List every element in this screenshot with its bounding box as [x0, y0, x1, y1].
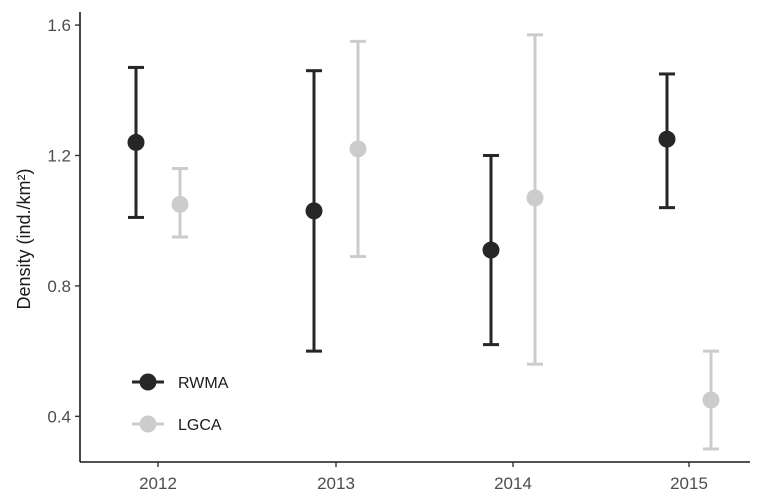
data-point — [127, 133, 145, 151]
legend-label: LGCA — [178, 417, 222, 434]
data-point — [305, 202, 323, 220]
legend-label: RWMA — [178, 375, 229, 392]
legend-key-marker — [139, 373, 157, 391]
data-point — [349, 140, 367, 158]
y-tick-label: 1.2 — [47, 146, 71, 165]
y-tick-label: 0.8 — [47, 277, 71, 296]
x-tick-label: 2012 — [139, 474, 177, 493]
y-tick-label: 1.6 — [47, 16, 71, 35]
legend-item-lgca: LGCA — [132, 415, 222, 434]
x-tick-label: 2015 — [670, 474, 708, 493]
legend: RWMA LGCA — [132, 373, 229, 434]
data-point — [526, 189, 544, 207]
series-rwma — [127, 65, 676, 353]
x-tick-label: 2013 — [317, 474, 355, 493]
data-point — [702, 391, 720, 409]
legend-key-marker — [139, 415, 157, 433]
series-lgca — [171, 33, 720, 451]
legend-item-rwma: RWMA — [132, 373, 229, 392]
y-axis-title: Density (ind./km²) — [14, 168, 34, 309]
data-point — [171, 195, 189, 213]
data-point — [658, 130, 676, 148]
y-tick-label: 0.4 — [47, 407, 71, 426]
x-tick-label: 2014 — [494, 474, 532, 493]
data-point — [482, 241, 500, 259]
plot-area — [127, 33, 720, 451]
axes: 0.4 0.8 1.2 1.6 2012 2013 2014 2015 — [47, 12, 750, 493]
